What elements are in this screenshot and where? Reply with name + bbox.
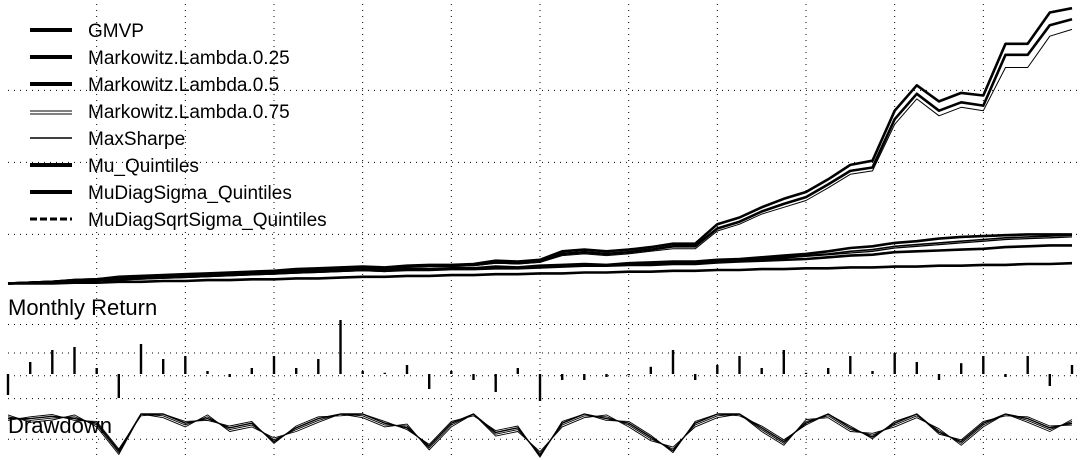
drawdown-line xyxy=(8,413,1073,457)
monthly-return-bar xyxy=(871,371,874,374)
monthly-return-bar xyxy=(516,368,519,374)
monthly-return-bar xyxy=(450,371,453,374)
monthly-return-bar xyxy=(228,374,231,377)
monthly-return-bar xyxy=(583,374,586,380)
monthly-return-bar xyxy=(849,356,852,374)
monthly-return-bar xyxy=(317,359,320,374)
monthly-return-bar xyxy=(361,371,364,374)
monthly-return-bar xyxy=(1070,365,1074,374)
monthly-return-bar xyxy=(272,356,276,374)
monthly-return-bar xyxy=(827,368,830,374)
monthly-return-bars xyxy=(6,320,1074,401)
monthly-return-bar xyxy=(29,362,32,374)
legend-label-markowitz-05: Markowitz.Lambda.0.5 xyxy=(88,75,279,96)
monthly-return-bar xyxy=(162,359,165,374)
monthly-return-bar xyxy=(738,356,741,374)
monthly-return-bar xyxy=(73,347,76,374)
monthly-return-bar xyxy=(561,374,564,380)
monthly-return-bar xyxy=(694,374,697,380)
monthly-return-bar xyxy=(716,365,719,374)
legend-label-gmvp: GMVP xyxy=(88,21,144,42)
series-line-mudiagsqrtsigma-quintiles xyxy=(7,234,1073,285)
monthly-return-bar xyxy=(206,371,209,374)
legend-label-markowitz-075: Markowitz.Lambda.0.75 xyxy=(88,102,290,123)
monthly-return-bar xyxy=(982,356,985,374)
monthly-return-bar xyxy=(472,374,475,380)
monthly-return-bar xyxy=(915,362,918,374)
monthly-return-bar xyxy=(95,368,98,374)
monthly-return-bar xyxy=(782,350,785,374)
monthly-return-bar xyxy=(6,374,10,395)
monthly-return-bar xyxy=(605,374,608,377)
monthly-return-bar xyxy=(960,363,963,374)
monthly-return-bar xyxy=(538,374,542,401)
monthly-return-bar xyxy=(295,368,298,374)
legend: GMVP Markowitz.Lambda.0.25 Markowitz.Lam… xyxy=(30,21,327,231)
monthly-return-bar xyxy=(383,372,386,374)
monthly-return-bar xyxy=(893,353,896,374)
monthly-return-bar xyxy=(649,366,652,374)
monthly-return-bar xyxy=(139,344,143,374)
series-line-markowitz-lambda-0-5 xyxy=(7,17,1073,285)
monthly-return-bar xyxy=(937,374,941,380)
drawdown-line xyxy=(7,413,1073,455)
legend-label-maxsharpe: MaxSharpe xyxy=(88,129,185,150)
monthly-return-bar xyxy=(494,374,497,392)
legend-label-mu-quintiles: Mu_Quintiles xyxy=(88,156,199,177)
drawdown-title: Drawdown xyxy=(8,413,112,438)
monthly-return-bar xyxy=(804,372,808,374)
monthly-return-bar xyxy=(405,365,409,374)
monthly-return-bar xyxy=(1004,374,1007,377)
monthly-return-bar xyxy=(428,374,431,389)
drawdown-lines xyxy=(7,413,1073,458)
legend-label-markowitz-025: Markowitz.Lambda.0.25 xyxy=(88,48,290,69)
monthly-return-bar xyxy=(671,350,675,374)
monthly-return-bar xyxy=(117,374,120,398)
monthly-return-bar xyxy=(339,320,342,374)
monthly-return-bar xyxy=(627,374,630,376)
monthly-return-bar xyxy=(760,368,763,374)
monthly-return-bar xyxy=(184,356,187,374)
monthly-return-title: Monthly Return xyxy=(8,295,157,320)
legend-label-mudiagsigma: MuDiagSigma_Quintiles xyxy=(88,183,292,204)
monthly-return-bar xyxy=(250,368,253,374)
legend-label-mudiagsqrtsigma: MuDiagSqrtSigma_Quintiles xyxy=(88,210,327,231)
grid-layer xyxy=(8,4,1080,460)
monthly-return-bar xyxy=(51,350,54,374)
cumulative-lines xyxy=(7,6,1073,285)
monthly-return-bar xyxy=(1048,374,1051,386)
monthly-return-bar xyxy=(1026,356,1029,374)
drawdown-line xyxy=(7,413,1073,455)
drawdown-line xyxy=(7,413,1073,458)
series-line-gmvp xyxy=(8,261,1073,285)
